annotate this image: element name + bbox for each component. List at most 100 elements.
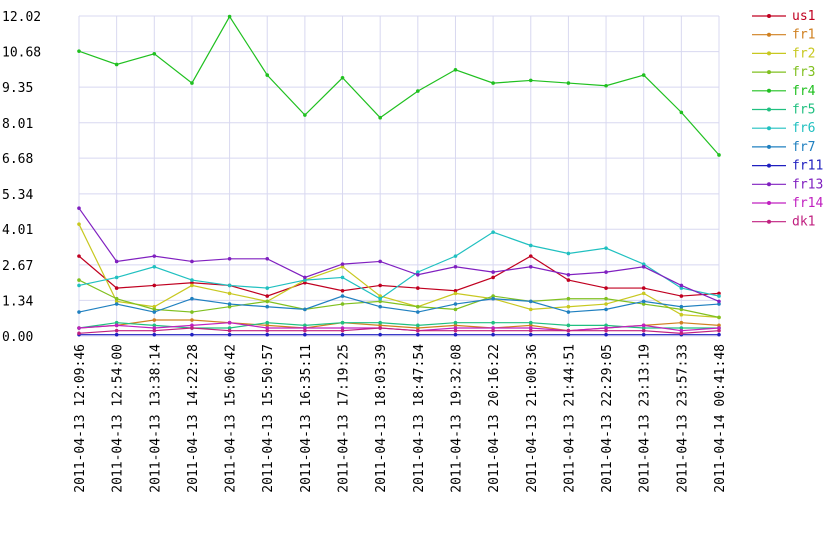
x-tick-label: 2011-04-13 21:00:36: [525, 344, 540, 493]
data-point-dk1: [416, 328, 420, 333]
data-point-fr13: [114, 259, 119, 264]
data-point-fr1: [453, 323, 458, 328]
data-point-fr11: [227, 332, 232, 337]
legend-label-fr2: fr2: [792, 46, 815, 61]
data-point-fr14: [77, 326, 81, 330]
data-point-fr3: [491, 294, 495, 298]
data-point-fr13: [77, 206, 81, 211]
data-point-fr6: [265, 286, 270, 290]
data-point-fr14: [265, 326, 270, 330]
data-point-fr13: [340, 262, 345, 266]
data-point-fr1: [190, 318, 194, 322]
data-point-fr5: [416, 323, 420, 328]
data-point-fr1: [416, 326, 420, 330]
x-tick-label: 2011-04-13 12:54:00: [111, 344, 126, 493]
data-point-fr2: [152, 304, 157, 309]
data-point-fr7: [227, 302, 232, 306]
data-point-fr5: [340, 320, 345, 325]
y-tick-label: 10.68: [2, 46, 41, 61]
data-point-fr4: [717, 153, 721, 157]
data-point-fr6: [679, 286, 684, 290]
x-tick-label: 2011-04-13 20:16:22: [487, 344, 502, 493]
data-point-fr4: [453, 67, 458, 72]
x-tick-label: 2011-04-13 18:03:39: [374, 344, 389, 493]
data-point-us1: [641, 286, 646, 290]
x-tick-label: 2011-04-13 15:50:57: [261, 344, 276, 493]
data-point-dk1: [453, 328, 458, 333]
data-point-us1: [190, 280, 194, 285]
data-point-fr6: [77, 283, 81, 288]
data-point-us1: [340, 288, 345, 293]
data-point-fr1: [528, 323, 533, 328]
data-point-fr14: [114, 323, 119, 328]
data-point-fr14: [152, 326, 157, 330]
legend-label-fr13: fr13: [792, 177, 823, 192]
data-point-fr11: [641, 332, 646, 337]
data-point-fr2: [528, 307, 533, 312]
legend-label-fr3: fr3: [792, 65, 815, 80]
legend-marker-fr7: [767, 144, 771, 149]
data-point-fr2: [566, 304, 571, 309]
data-point-us1: [152, 283, 157, 288]
data-point-us1: [453, 288, 458, 293]
data-point-dk1: [77, 331, 81, 336]
series-line-fr7: [78, 295, 720, 313]
data-point-fr13: [528, 264, 533, 269]
data-point-fr14: [641, 323, 646, 328]
data-point-fr13: [566, 272, 571, 277]
data-point-fr11: [416, 332, 420, 337]
data-point-fr13: [378, 259, 382, 264]
data-point-fr2: [679, 312, 684, 317]
data-point-fr7: [566, 310, 571, 314]
data-point-fr11: [717, 332, 721, 337]
x-tick-label: 2011-04-13 22:29:05: [600, 344, 615, 493]
data-point-us1: [528, 254, 533, 258]
data-point-fr13: [303, 275, 307, 280]
data-point-fr13: [265, 256, 270, 261]
data-point-fr2: [378, 294, 382, 298]
data-point-fr14: [491, 326, 495, 330]
data-point-dk1: [190, 326, 194, 330]
data-point-fr11: [190, 332, 194, 337]
data-point-fr4: [114, 62, 119, 67]
data-point-fr1: [152, 318, 157, 322]
series-line-fr13: [78, 207, 720, 302]
data-point-us1: [416, 286, 420, 290]
data-point-fr13: [717, 299, 721, 304]
data-point-fr3: [416, 304, 420, 309]
data-point-fr14: [453, 326, 458, 330]
x-tick-label: 2011-04-13 13:38:14: [148, 344, 163, 493]
data-point-dk1: [604, 328, 608, 333]
data-point-fr7: [190, 296, 194, 301]
data-point-fr3: [114, 296, 119, 301]
data-point-fr2: [227, 291, 232, 296]
data-point-fr14: [528, 326, 533, 330]
data-point-fr4: [340, 75, 345, 80]
data-point-us1: [378, 283, 382, 288]
data-point-fr3: [604, 296, 608, 301]
legend-label-us1: us1: [792, 9, 815, 24]
data-point-fr3: [641, 302, 646, 306]
data-point-fr4: [679, 110, 684, 115]
data-point-fr13: [491, 270, 495, 274]
y-axis-ticks: 0.00 1.34 2.67 4.01 5.34 6.68 8.01 9.35 10.68 12.…: [2, 10, 41, 345]
data-point-fr6: [340, 275, 345, 280]
legend-marker-us1: [767, 14, 771, 18]
legend-marker-fr11: [767, 163, 771, 168]
legend-marker-fr2: [767, 51, 771, 56]
series-line-fr3: [78, 279, 720, 318]
data-point-dk1: [717, 328, 721, 333]
y-tick-label: 6.68: [2, 152, 33, 167]
y-tick-label: 12.02: [2, 10, 41, 25]
data-point-fr4: [227, 14, 232, 19]
x-tick-label: 2011-04-13 14:22:28: [186, 344, 201, 493]
x-tick-label: 2011-04-13 16:35:11: [299, 344, 314, 493]
data-point-fr4: [77, 49, 81, 53]
data-point-fr1: [265, 323, 270, 328]
data-point-fr6: [491, 230, 495, 234]
data-point-fr6: [227, 283, 232, 288]
y-tick-label: 1.34: [2, 294, 33, 309]
data-point-fr7: [416, 310, 420, 314]
data-point-fr3: [227, 304, 232, 309]
